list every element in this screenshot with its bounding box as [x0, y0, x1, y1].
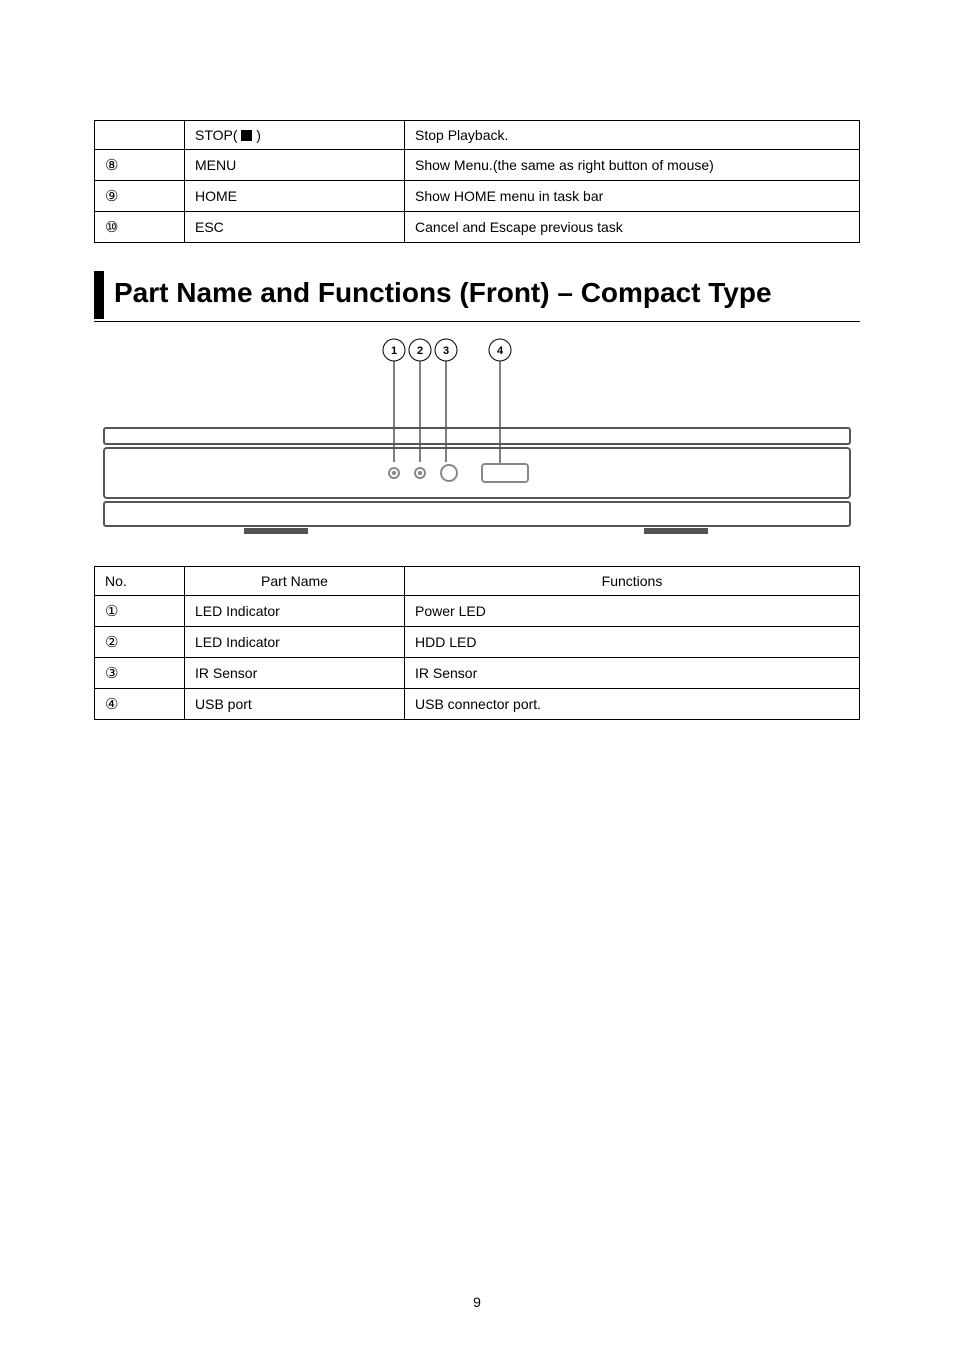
cell-func: Stop Playback. — [405, 121, 860, 150]
diagram-svg: 1 2 3 4 — [94, 332, 860, 552]
page-number: 9 — [0, 1294, 954, 1310]
cell-no: ② — [95, 627, 185, 658]
table-row: ⑩ ESC Cancel and Escape previous task — [95, 212, 860, 243]
cell-part: STOP( ) — [185, 121, 405, 150]
section-header: Part Name and Functions (Front) – Compac… — [94, 271, 860, 322]
cell-func: USB connector port. — [405, 689, 860, 720]
cell-func: HDD LED — [405, 627, 860, 658]
stop-label-prefix: STOP( — [195, 127, 241, 143]
top-table: STOP( ) Stop Playback. ⑧ MENU Show Menu.… — [94, 120, 860, 243]
table-row: ⑨ HOME Show HOME menu in task bar — [95, 181, 860, 212]
diagram-label-3: 3 — [443, 345, 449, 357]
header-part: Part Name — [185, 567, 405, 596]
cell-no: ④ — [95, 689, 185, 720]
cell-part: LED Indicator — [185, 596, 405, 627]
cell-part: HOME — [185, 181, 405, 212]
table-row: ③ IR Sensor IR Sensor — [95, 658, 860, 689]
cell-no: ⑨ — [95, 181, 185, 212]
cell-no: ① — [95, 596, 185, 627]
cell-func: IR Sensor — [405, 658, 860, 689]
section-title: Part Name and Functions (Front) – Compac… — [114, 271, 772, 319]
section-bar-icon — [94, 271, 104, 319]
diagram-label-2: 2 — [417, 345, 423, 357]
cell-func: Power LED — [405, 596, 860, 627]
cell-part: LED Indicator — [185, 627, 405, 658]
diagram-label-4: 4 — [497, 345, 504, 357]
cell-part: USB port — [185, 689, 405, 720]
stop-label-suffix: ) — [252, 127, 261, 143]
cell-func: Cancel and Escape previous task — [405, 212, 860, 243]
table-row: ⑧ MENU Show Menu.(the same as right butt… — [95, 150, 860, 181]
cell-no: ⑩ — [95, 212, 185, 243]
header-no: No. — [95, 567, 185, 596]
cell-part: MENU — [185, 150, 405, 181]
front-panel-diagram: 1 2 3 4 — [94, 332, 860, 552]
header-func: Functions — [405, 567, 860, 596]
cell-func: Show HOME menu in task bar — [405, 181, 860, 212]
stop-icon — [241, 130, 252, 141]
cell-part: IR Sensor — [185, 658, 405, 689]
page: STOP( ) Stop Playback. ⑧ MENU Show Menu.… — [0, 0, 954, 1350]
diagram-label-1: 1 — [391, 345, 397, 357]
table-row: ① LED Indicator Power LED — [95, 596, 860, 627]
cell-no: ⑧ — [95, 150, 185, 181]
bottom-table: No. Part Name Functions ① LED Indicator … — [94, 566, 860, 720]
cell-no: ③ — [95, 658, 185, 689]
table-header-row: No. Part Name Functions — [95, 567, 860, 596]
cell-part: ESC — [185, 212, 405, 243]
table-row: STOP( ) Stop Playback. — [95, 121, 860, 150]
cell-func: Show Menu.(the same as right button of m… — [405, 150, 860, 181]
table-row: ② LED Indicator HDD LED — [95, 627, 860, 658]
cell-no — [95, 121, 185, 150]
table-row: ④ USB port USB connector port. — [95, 689, 860, 720]
